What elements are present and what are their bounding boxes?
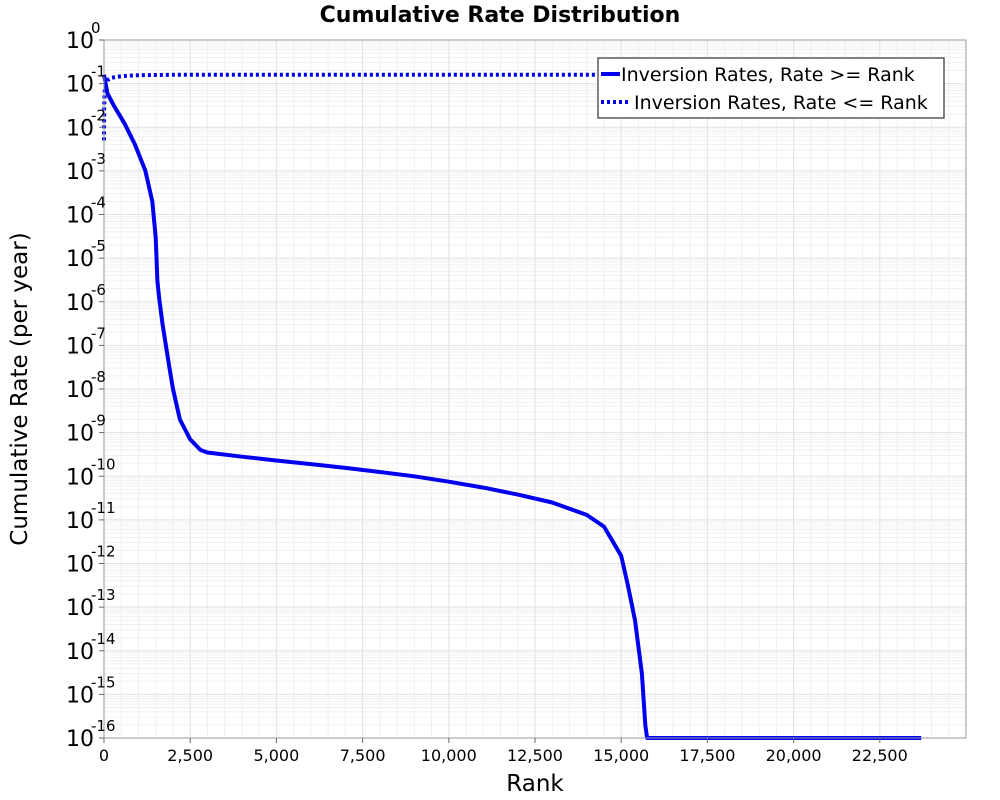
series-layer — [102, 72, 922, 740]
grid — [103, 39, 966, 739]
x-tick-label: 0 — [99, 746, 109, 765]
y-tick-label: 10 — [66, 204, 94, 229]
x-axis-label: Rank — [506, 771, 564, 797]
x-tick-label: 20,000 — [766, 746, 822, 765]
y-tick-label: 10 — [66, 116, 94, 141]
legend: Inversion Rates, Rate >= Rank Inversion … — [597, 57, 945, 119]
y-tick-label: 10 — [66, 73, 94, 98]
series-line-1 — [102, 74, 922, 740]
y-tick-exponent: -16 — [91, 717, 116, 735]
y-tick-label: 10 — [66, 378, 94, 403]
y-tick-label: 10 — [66, 291, 94, 316]
x-tick-label: 22,500 — [852, 746, 908, 765]
chart-title: Cumulative Rate Distribution — [320, 3, 681, 28]
legend-box — [597, 57, 945, 119]
x-tick-label: 10,000 — [421, 746, 477, 765]
y-axis-label: Cumulative Rate (per year) — [7, 232, 33, 545]
y-tick-label: 10 — [66, 727, 94, 752]
y-tick-label: 10 — [66, 596, 94, 621]
y-tick-exponent: -5 — [91, 237, 106, 255]
y-tick-exponent: -7 — [91, 324, 106, 342]
x-tick-label: 17,500 — [679, 746, 735, 765]
y-tick-exponent: -15 — [91, 673, 116, 691]
y-tick-exponent: -9 — [91, 412, 106, 430]
y-tick-exponent: -14 — [91, 630, 116, 648]
y-tick-exponent: -10 — [91, 455, 116, 473]
y-tick-exponent: -11 — [91, 499, 116, 517]
x-tick-label: 12,500 — [507, 746, 563, 765]
y-tick-label: 10 — [66, 334, 94, 359]
y-tick-exponent: -2 — [91, 106, 106, 124]
y-axis-ticks: 10010-110-210-310-410-510-610-710-810-91… — [66, 19, 116, 752]
x-tick-label: 5,000 — [253, 746, 299, 765]
y-tick-exponent: -6 — [91, 281, 106, 299]
y-tick-exponent: 0 — [91, 19, 101, 37]
y-tick-exponent: -8 — [91, 368, 106, 386]
x-tick-label: 7,500 — [340, 746, 386, 765]
y-tick-label: 10 — [66, 553, 94, 578]
y-tick-label: 10 — [66, 640, 94, 665]
x-axis-ticks: 0 2,500 5,000 7,500 10,000 12,500 15,000 17,500… — [99, 738, 908, 765]
x-tick-label: 2,500 — [167, 746, 213, 765]
series-line-2 — [102, 72, 922, 141]
legend-label-rate-le-rank: Inversion Rates, Rate <= Rank — [634, 92, 928, 114]
y-tick-exponent: -1 — [91, 63, 106, 81]
y-tick-label: 10 — [66, 422, 94, 447]
y-tick-label: 10 — [66, 160, 94, 185]
x-tick-label: 15,000 — [593, 746, 649, 765]
y-tick-label: 10 — [66, 683, 94, 708]
y-tick-label: 10 — [66, 509, 94, 534]
y-tick-label: 10 — [66, 465, 94, 490]
y-tick-exponent: -4 — [91, 194, 106, 212]
y-tick-label: 10 — [66, 29, 94, 54]
y-tick-exponent: -12 — [91, 543, 116, 561]
y-tick-label: 10 — [66, 247, 94, 272]
legend-label-rate-ge-rank: Inversion Rates, Rate >= Rank — [621, 64, 915, 86]
y-tick-exponent: -3 — [91, 150, 106, 168]
y-tick-exponent: -13 — [91, 586, 116, 604]
